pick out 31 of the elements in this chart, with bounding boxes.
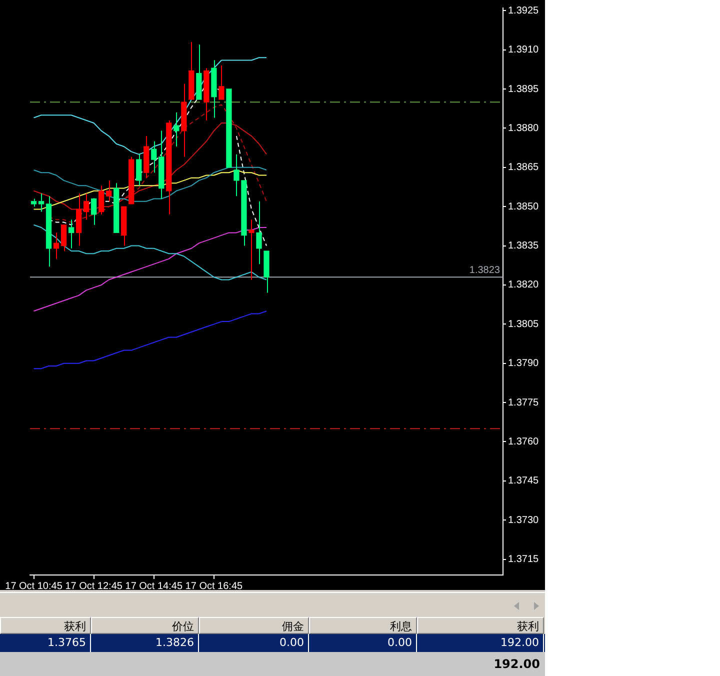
y-tick-label: 1.3835 (508, 240, 540, 252)
text: 获利 (417, 617, 544, 634)
text: 价位 (91, 617, 199, 634)
y-tick-label: 1.3805 (508, 318, 540, 330)
y-tick-label: 1.3895 (508, 84, 540, 95)
text: 192.00 (492, 656, 541, 673)
x-tick-label: 17 Oct 12:45 (65, 580, 123, 592)
text: 0.00 (199, 634, 309, 652)
text: 1.3826 (91, 634, 199, 652)
text: 获利 (0, 617, 91, 634)
x-tick-label: 17 Oct 14:45 (125, 580, 183, 592)
y-tick-label: 1.3715 (508, 554, 540, 566)
text: 利息 (309, 617, 417, 634)
y-tick-label: 1.3760 (508, 436, 540, 448)
y-tick-label: 1.3880 (508, 122, 540, 134)
ref-line-label: 1.3823 (469, 264, 500, 276)
y-tick-label: 1.3790 (508, 358, 540, 370)
y-tick-label: 1.3925 (508, 5, 540, 16)
y-tick-label: 1.3730 (508, 514, 540, 526)
text: 佣金 (199, 617, 309, 634)
y-tick-label: 1.3820 (508, 280, 540, 291)
text: 1.3765 (0, 634, 91, 652)
text: 192.00 (417, 634, 544, 652)
y-tick-label: 1.3910 (508, 44, 540, 56)
x-tick-label: 17 Oct 16:45 (185, 580, 244, 592)
x-tick-label: 17 Oct 10:45 (5, 580, 63, 592)
text: 0.00 (309, 634, 417, 652)
y-tick-label: 1.3775 (508, 397, 540, 408)
y-tick-label: 1.3850 (508, 201, 540, 212)
y-tick-label: 1.3865 (508, 162, 540, 174)
y-tick-label: 1.3745 (508, 476, 540, 487)
